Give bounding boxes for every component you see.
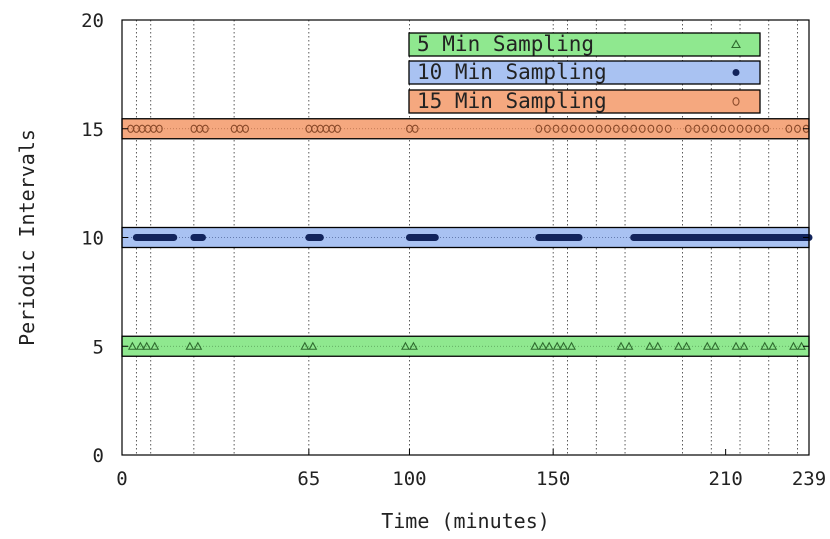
point-5min-6-1	[552, 341, 562, 350]
point-5min-7-0	[559, 341, 568, 350]
y-tick-label-2: 10	[81, 228, 104, 250]
point-15min-11	[242, 124, 249, 133]
y-tick-label-3: 15	[81, 119, 104, 141]
point-5min-8-1	[624, 341, 634, 350]
point-15min-37	[693, 124, 701, 133]
legend-marker-5	[731, 39, 741, 49]
y-tick-label-0: 0	[93, 445, 104, 467]
point-5min-0-0	[127, 341, 137, 350]
y-tick-label-1: 5	[93, 336, 104, 358]
x-tick-label-2: 100	[392, 468, 426, 490]
point-15min-46	[785, 124, 793, 133]
point-5min-10-1	[682, 341, 691, 350]
point-15min-38	[702, 124, 709, 133]
legend-marker-10	[732, 69, 740, 76]
point-15min-36	[684, 124, 692, 133]
point-15min-41	[728, 124, 735, 133]
legend-marker-15	[732, 97, 740, 106]
point-15min-47	[794, 124, 801, 133]
point-5min-1-1	[150, 341, 160, 350]
point-15min-31	[630, 124, 638, 133]
point-5min-3-1	[308, 341, 318, 350]
point-15min-45	[762, 124, 770, 133]
point-15min-34	[656, 124, 663, 133]
point-5min-4-0	[401, 341, 410, 350]
point-15min-42	[736, 124, 744, 133]
data-marks	[127, 124, 813, 350]
x-tick-label-3: 150	[536, 468, 570, 490]
point-15min-40	[719, 124, 727, 133]
point-5min-1-0	[142, 341, 152, 350]
legend-box-5	[408, 32, 761, 57]
point-15min-39	[710, 124, 718, 133]
point-5min-7-1	[567, 341, 576, 350]
x-tick-label-0: 0	[116, 468, 127, 490]
legend-box-15	[408, 89, 761, 114]
point-5min-12-0	[731, 341, 741, 350]
x-axis-label: Time (minutes)	[381, 509, 550, 533]
point-15min-21	[544, 124, 551, 133]
point-15min-30	[621, 124, 629, 133]
point-15min-23	[561, 124, 569, 133]
band-15	[121, 118, 810, 140]
point-5min-2-0	[185, 341, 195, 350]
point-5min-5-0	[530, 341, 540, 350]
point-15min-8	[202, 124, 209, 133]
legend-box-10	[408, 60, 761, 85]
point-15min-5	[156, 124, 163, 133]
point-5min-13-0	[760, 341, 770, 350]
point-15min-33	[647, 124, 655, 133]
point-15min-35	[664, 124, 672, 133]
point-5min-3-0	[300, 341, 310, 350]
point-15min-22	[552, 124, 560, 133]
point-5min-8-0	[616, 341, 626, 350]
point-5min-9-1	[653, 341, 663, 350]
point-5min-14-0	[789, 341, 798, 350]
point-5min-13-1	[768, 341, 778, 350]
point-15min-17	[334, 124, 341, 133]
point-15min-25	[578, 124, 586, 133]
legend-label-10: 10 Min Sampling	[417, 60, 607, 84]
point-5min-11-0	[702, 341, 712, 350]
legend: 5 Min Sampling 10 Min Sampling 15 Min Samp…	[408, 32, 761, 114]
point-5min-11-1	[710, 341, 720, 350]
point-5min-10-0	[674, 341, 683, 350]
point-15min-43	[745, 124, 752, 133]
axis-ticks: 0 65 100 150 210 239 0 5 10 15 20	[81, 10, 826, 490]
y-tick-label-4: 20	[81, 10, 104, 32]
point-5min-9-0	[645, 341, 655, 350]
point-15min-44	[753, 124, 761, 133]
point-5min-6-0	[544, 341, 554, 350]
point-15min-27	[595, 124, 603, 133]
x-tick-label-1: 65	[297, 468, 320, 490]
point-5min-5-1	[538, 341, 548, 350]
point-15min-24	[569, 124, 577, 133]
point-15min-29	[613, 124, 620, 133]
x-tick-label-4: 210	[708, 468, 742, 490]
point-15min-32	[638, 124, 646, 133]
point-5min-2-1	[193, 341, 203, 350]
point-5min-12-1	[739, 341, 749, 350]
x-tick-label-5: 239	[792, 468, 826, 490]
point-15min-28	[604, 124, 612, 133]
legend-label-5: 5 Min Sampling	[417, 32, 594, 56]
series-bands	[121, 118, 810, 357]
point-5min-0-1	[135, 341, 145, 350]
legend-label-15: 15 Min Sampling	[417, 89, 607, 113]
point-15min-26	[587, 124, 594, 133]
point-15min-19	[411, 124, 419, 133]
y-axis-label: Periodic Intervals	[15, 129, 39, 346]
point-15min-20	[535, 124, 543, 133]
point-5min-4-1	[409, 341, 418, 350]
